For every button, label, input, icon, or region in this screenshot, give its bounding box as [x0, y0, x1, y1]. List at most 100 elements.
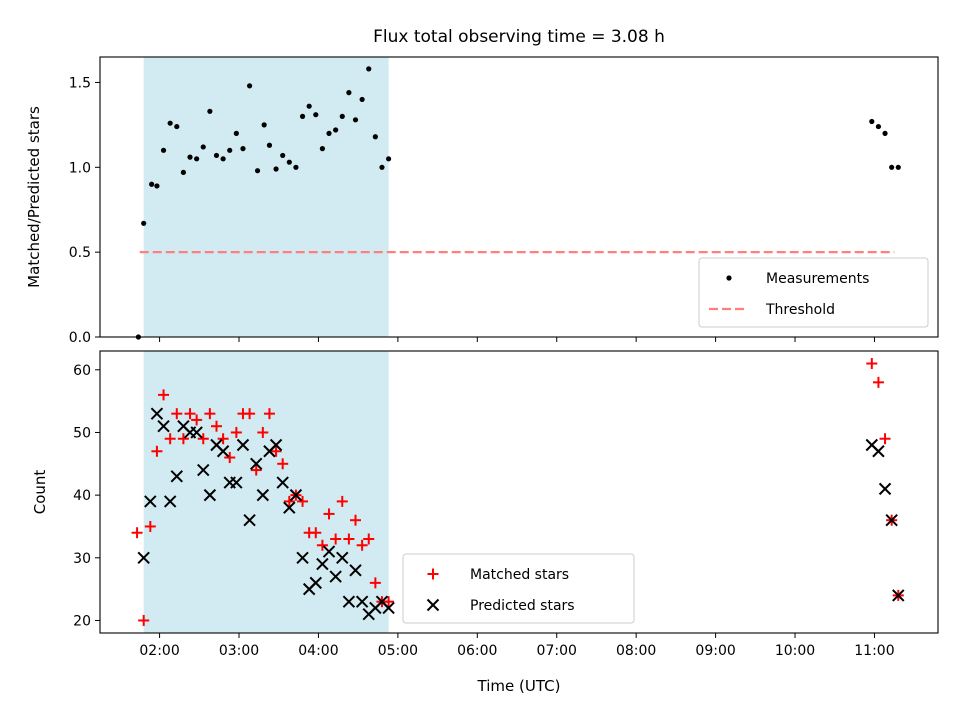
data-point-b — [276, 476, 289, 489]
data-point — [349, 564, 362, 577]
data-point — [210, 420, 222, 432]
data-point — [875, 123, 882, 130]
data-point — [366, 66, 372, 72]
data-point — [158, 389, 170, 401]
x-axis-label: Time (UTC) — [477, 677, 561, 695]
data-point — [257, 426, 269, 438]
data-point — [217, 433, 229, 445]
data-point — [323, 508, 335, 520]
legend-box — [698, 257, 929, 328]
bottom-panel: 20 30 40 50 60 02:00 03:00 04:00 05:00 06:00 07:00… — [31, 350, 939, 659]
data-point — [244, 408, 256, 420]
data-point — [892, 589, 905, 602]
data-point — [254, 168, 261, 174]
data-point — [322, 545, 336, 558]
series-predicted-stars — [137, 407, 905, 621]
y-tick-label: 1.5 — [69, 75, 91, 91]
data-point — [204, 408, 216, 420]
data-point — [350, 514, 362, 526]
x-tick-label: 05:00 — [378, 643, 418, 659]
data-point — [316, 557, 329, 571]
data-point — [216, 445, 230, 458]
y-tick-label: 20 — [73, 613, 91, 629]
data-point — [243, 513, 256, 527]
data-point — [137, 551, 150, 565]
data-point — [174, 123, 180, 130]
y-tick-label: 0.5 — [69, 245, 91, 261]
data-point — [343, 533, 355, 545]
data-point — [200, 144, 206, 150]
data-point — [144, 495, 157, 508]
y-tick-label: 40 — [73, 488, 91, 504]
legend-box — [402, 553, 635, 624]
data-point-b — [865, 438, 879, 452]
data-point-b — [150, 407, 164, 420]
data-point — [313, 112, 319, 118]
legend-marker — [427, 568, 439, 580]
data-point-b — [872, 445, 885, 458]
data-point — [149, 181, 155, 187]
data-point — [141, 220, 147, 226]
data-point — [263, 408, 275, 420]
data-point — [203, 488, 217, 502]
x-tick-label: 09:00 — [695, 643, 735, 659]
legend-label: Measurements — [766, 271, 869, 287]
data-point — [297, 495, 309, 507]
data-point — [336, 551, 349, 565]
legend-marker — [726, 275, 732, 281]
x-tick-label: 08:00 — [616, 643, 656, 659]
data-point — [319, 146, 326, 152]
data-point — [872, 445, 885, 458]
data-point — [383, 596, 395, 608]
data-point — [167, 120, 173, 126]
data-point-b — [203, 488, 217, 502]
data-point — [150, 407, 164, 420]
data-point-b — [190, 426, 203, 439]
data-point — [310, 527, 322, 539]
x-tick-label: 11:00 — [854, 643, 894, 659]
data-point-b — [309, 576, 322, 590]
data-point-b — [137, 551, 150, 565]
data-point — [250, 457, 263, 471]
data-point — [144, 520, 156, 532]
data-point-b — [177, 419, 190, 433]
data-point — [359, 96, 365, 103]
x-tick-label: 03:00 — [219, 643, 259, 659]
y-axis-label: Matched/Predicted stars — [25, 106, 43, 288]
data-point — [191, 414, 203, 426]
data-point — [160, 147, 167, 153]
data-point — [131, 527, 143, 539]
data-point — [138, 614, 150, 626]
data-point — [230, 476, 243, 489]
data-point-b — [878, 482, 892, 496]
data-point — [277, 458, 289, 470]
data-point-b — [283, 501, 296, 514]
data-point — [879, 433, 891, 445]
data-point-b — [382, 601, 395, 615]
data-point-b — [243, 513, 256, 527]
data-point — [379, 164, 385, 170]
y-tick-label: 0.0 — [69, 330, 91, 346]
data-point — [363, 533, 375, 545]
data-point — [273, 166, 279, 172]
data-point — [163, 495, 177, 508]
y-axis-label: Count — [31, 470, 49, 515]
data-point — [283, 501, 296, 514]
data-point — [329, 570, 342, 583]
top-panel: 0.0 0.5 1.0 1.5 Matched/Predicted stars Measu… — [25, 56, 939, 346]
data-point-b — [236, 438, 250, 452]
data-point — [240, 146, 246, 152]
data-point-b — [355, 595, 369, 608]
data-point — [330, 533, 342, 545]
data-point — [187, 154, 193, 160]
data-point — [170, 470, 183, 483]
data-point — [157, 419, 170, 433]
data-point — [256, 488, 270, 502]
data-point — [151, 445, 163, 457]
data-point — [346, 90, 352, 96]
data-point-b — [375, 595, 389, 608]
data-point-b — [892, 589, 905, 602]
data-point — [382, 601, 395, 615]
data-point — [342, 595, 356, 608]
